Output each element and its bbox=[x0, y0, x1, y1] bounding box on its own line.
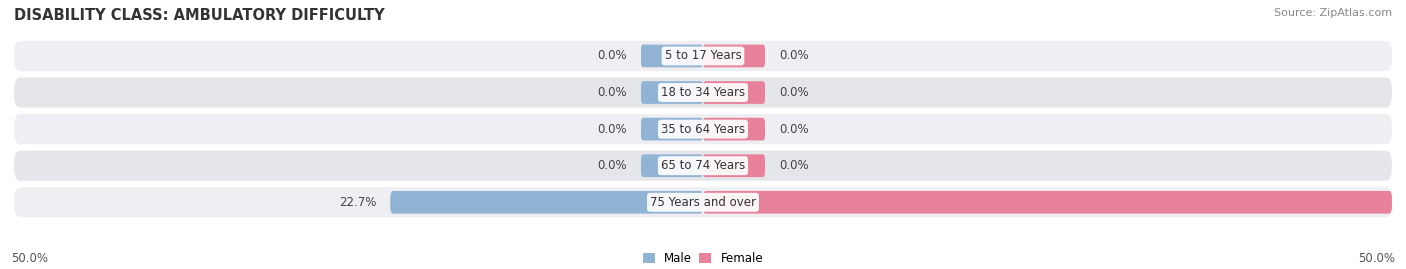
Text: 0.0%: 0.0% bbox=[779, 86, 808, 99]
FancyBboxPatch shape bbox=[703, 154, 765, 177]
Text: 35 to 64 Years: 35 to 64 Years bbox=[661, 123, 745, 136]
Text: 18 to 34 Years: 18 to 34 Years bbox=[661, 86, 745, 99]
Text: 50.0%: 50.0% bbox=[11, 252, 48, 265]
FancyBboxPatch shape bbox=[641, 118, 703, 140]
Text: 0.0%: 0.0% bbox=[598, 159, 627, 172]
Legend: Male, Female: Male, Female bbox=[638, 247, 768, 269]
Text: 75 Years and over: 75 Years and over bbox=[650, 196, 756, 209]
FancyBboxPatch shape bbox=[14, 151, 1392, 181]
Text: 0.0%: 0.0% bbox=[598, 86, 627, 99]
FancyBboxPatch shape bbox=[14, 187, 1392, 217]
Text: 0.0%: 0.0% bbox=[598, 123, 627, 136]
FancyBboxPatch shape bbox=[703, 118, 765, 140]
Text: 0.0%: 0.0% bbox=[779, 123, 808, 136]
FancyBboxPatch shape bbox=[14, 114, 1392, 144]
Text: 65 to 74 Years: 65 to 74 Years bbox=[661, 159, 745, 172]
Text: 50.0%: 50.0% bbox=[1358, 252, 1395, 265]
FancyBboxPatch shape bbox=[641, 45, 703, 67]
Text: 22.7%: 22.7% bbox=[339, 196, 377, 209]
FancyBboxPatch shape bbox=[703, 45, 765, 67]
FancyBboxPatch shape bbox=[641, 81, 703, 104]
Text: Source: ZipAtlas.com: Source: ZipAtlas.com bbox=[1274, 8, 1392, 18]
FancyBboxPatch shape bbox=[641, 154, 703, 177]
FancyBboxPatch shape bbox=[703, 81, 765, 104]
FancyBboxPatch shape bbox=[703, 191, 1392, 214]
FancyBboxPatch shape bbox=[391, 191, 703, 214]
FancyBboxPatch shape bbox=[14, 77, 1392, 108]
Text: 0.0%: 0.0% bbox=[598, 49, 627, 62]
Text: 5 to 17 Years: 5 to 17 Years bbox=[665, 49, 741, 62]
Text: 0.0%: 0.0% bbox=[779, 159, 808, 172]
Text: DISABILITY CLASS: AMBULATORY DIFFICULTY: DISABILITY CLASS: AMBULATORY DIFFICULTY bbox=[14, 8, 385, 23]
FancyBboxPatch shape bbox=[14, 41, 1392, 71]
Text: 0.0%: 0.0% bbox=[779, 49, 808, 62]
